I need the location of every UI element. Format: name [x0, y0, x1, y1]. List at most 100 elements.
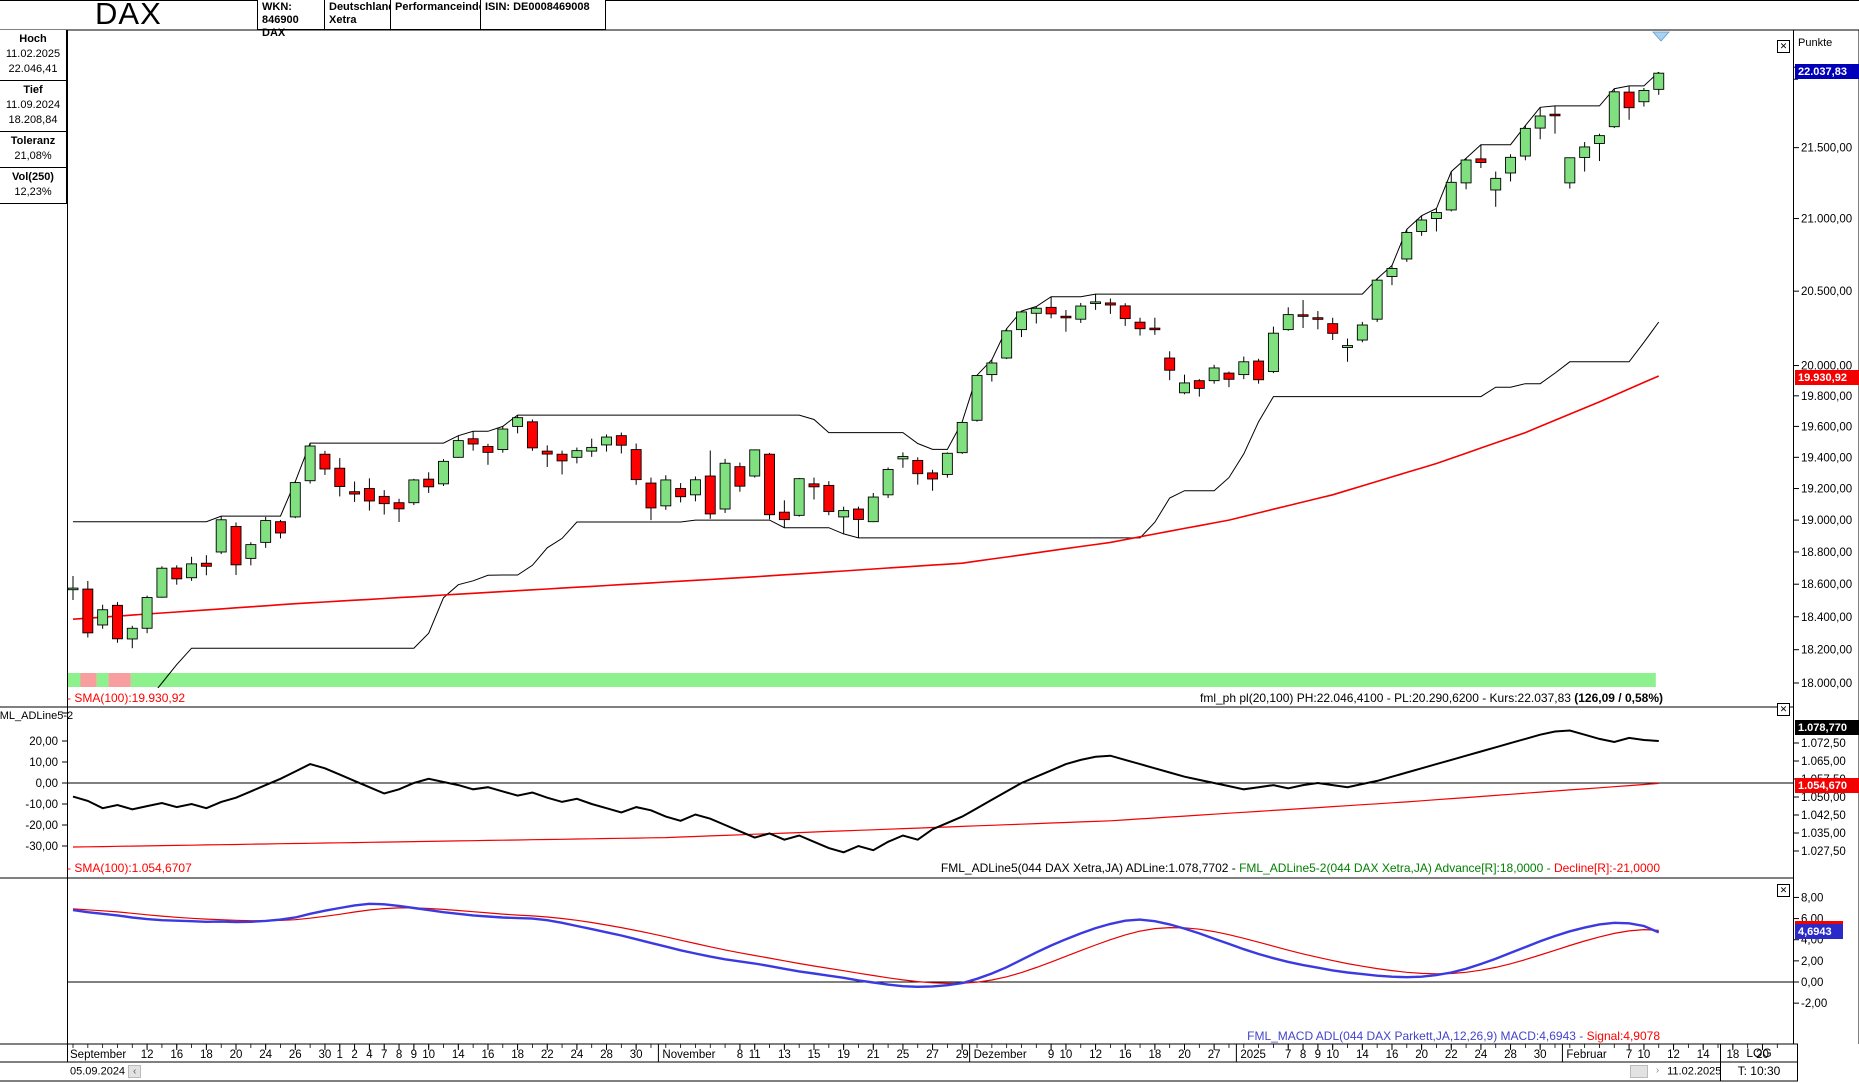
- x-axis-day-label: 18: [200, 1049, 213, 1061]
- close-icon[interactable]: ✕: [1777, 703, 1790, 716]
- x-axis-day-label: 27: [1208, 1049, 1221, 1061]
- month-label: Dezember: [974, 1049, 1027, 1061]
- candle-up: [1386, 268, 1398, 277]
- candle-up: [1401, 232, 1413, 260]
- candle-down: [482, 446, 494, 453]
- x-axis-day-label: 7: [381, 1049, 387, 1061]
- candle-down: [1104, 302, 1116, 306]
- candle-up: [1030, 307, 1042, 314]
- scrollbar-thumb[interactable]: [1630, 1065, 1648, 1078]
- adline-left-axis-label: -20,00: [25, 820, 58, 832]
- candle-down: [645, 482, 657, 509]
- candle-up: [867, 496, 879, 523]
- x-axis-day-label: 22: [541, 1049, 554, 1061]
- x-axis-day-label: 7: [1626, 1049, 1632, 1061]
- candle-up: [1460, 159, 1472, 184]
- candle-up: [1653, 72, 1665, 90]
- adline-left-axis-label: -30,00: [25, 841, 58, 853]
- x-axis-day-label: 8: [1300, 1049, 1306, 1061]
- x-axis-day-label: 11: [749, 1049, 761, 1061]
- x-axis-day-label: 7: [1285, 1049, 1291, 1061]
- scroll-left-button[interactable]: ‹: [128, 1065, 142, 1078]
- close-icon[interactable]: ✕: [1777, 884, 1790, 897]
- end-date-label: 11.02.2025: [1667, 1065, 1722, 1078]
- candle-up: [719, 462, 731, 510]
- candle-down: [1327, 323, 1339, 334]
- candle-up: [97, 609, 109, 626]
- x-axis-day-label: 24: [259, 1049, 272, 1061]
- main-chart-panel: [67, 71, 1665, 688]
- adline-left-axis-label: -10,00: [25, 799, 58, 811]
- candle-up: [660, 479, 672, 507]
- candle-down: [1045, 306, 1057, 315]
- adline-panel-footer: - SMA(100):1.054,6707 FML_ADLine5(044 DA…: [67, 861, 1793, 875]
- x-axis-day-label: 1: [337, 1049, 343, 1061]
- adline-sma-legend: - SMA(100):1.054,6707: [67, 861, 192, 875]
- header-cell-wkn: WKN: 846900 DAX: [257, 0, 325, 39]
- candle-up: [126, 627, 138, 640]
- info-group-vol: Vol(250) 12,23%: [0, 168, 66, 204]
- close-icon[interactable]: ✕: [1777, 40, 1790, 53]
- x-axis-day-label: 15: [808, 1049, 821, 1061]
- macd-plot-area[interactable]: [67, 879, 1793, 1013]
- candle-down: [363, 488, 375, 502]
- x-axis-day-label: 25: [897, 1049, 910, 1061]
- x-axis-day-label: 10: [1060, 1049, 1073, 1061]
- adline-chart-panel: [67, 729, 1793, 854]
- candle-up: [1238, 361, 1250, 376]
- macd-trend-strip-segment: [1136, 1014, 1160, 1026]
- adline-panel-title: FML_ADLine5-2: [0, 710, 74, 722]
- candle-down: [1164, 357, 1176, 371]
- scroll-right-button[interactable]: ›: [1651, 1065, 1665, 1078]
- log-scale-toggle[interactable]: LOG: [1746, 1046, 1772, 1060]
- candle-up: [289, 482, 301, 518]
- price-axis-label: 18.000,00: [1801, 678, 1852, 690]
- candle-down: [1297, 314, 1309, 317]
- candle-down: [853, 508, 864, 520]
- candle-up: [260, 520, 272, 543]
- adline-right-axis-label: 1.050,00: [1801, 792, 1846, 804]
- candle-up: [1090, 301, 1102, 304]
- candle-up: [438, 460, 449, 485]
- quote-info-panel: Hoch 11.02.2025 22.046,41 Tief 11.09.202…: [0, 30, 67, 204]
- sma100-line: [72, 375, 1660, 620]
- candle-up: [571, 450, 583, 458]
- candle-down: [200, 562, 212, 567]
- candle-down: [912, 459, 924, 475]
- adline-plot-area[interactable]: [67, 708, 1793, 859]
- candle-down: [1253, 360, 1265, 381]
- candle-up: [1608, 91, 1620, 128]
- main-plot-area[interactable]: [67, 31, 1793, 688]
- macd-chart-panel: [67, 902, 1793, 1026]
- x-axis-day-label: 20: [1415, 1049, 1428, 1061]
- start-date-label: 05.09.2024: [70, 1065, 126, 1078]
- x-axis-day-label: 20: [1178, 1049, 1191, 1061]
- candle-up: [941, 452, 953, 475]
- range-end: › 11.02.2025: [1630, 1065, 1721, 1078]
- x-axis-day-label: 4: [366, 1049, 373, 1061]
- candle-down: [275, 521, 286, 534]
- range-start: 05.09.2024 ‹: [70, 1065, 142, 1078]
- macd-trend-strip-segment: [1159, 1014, 1655, 1026]
- main-panel-footer: - SMA(100):19.930,92 fml_ph pl(20,100) P…: [67, 691, 1793, 705]
- price-axis-label: 18.600,00: [1801, 579, 1852, 591]
- candle-up: [245, 544, 257, 559]
- macd-trend-strip-segment: [233, 1014, 400, 1026]
- x-axis-day-label: 2: [351, 1049, 357, 1061]
- macd-axis-label: 0,00: [1801, 977, 1823, 989]
- x-axis-day-label: 12: [1089, 1049, 1102, 1061]
- current-bar-marker-icon: [1652, 31, 1670, 42]
- x-axis-day-label: 24: [570, 1049, 583, 1061]
- trend-strip-segment: [96, 673, 109, 687]
- period-low-line: [157, 321, 1660, 688]
- price-axis-label: 18.800,00: [1801, 547, 1852, 559]
- time-label: T: 10:30: [1737, 1064, 1781, 1078]
- candle-down: [1134, 321, 1146, 330]
- macd-axis-label: 2,00: [1801, 956, 1823, 968]
- date-axis-area[interactable]: [67, 1044, 1793, 1062]
- macd-signal-line: [72, 907, 1659, 985]
- candle-down: [171, 567, 183, 580]
- x-axis-day-label: 16: [1119, 1049, 1132, 1061]
- price-axis-title: Punkte: [1798, 37, 1833, 49]
- vol250-value: 12,23%: [14, 186, 52, 198]
